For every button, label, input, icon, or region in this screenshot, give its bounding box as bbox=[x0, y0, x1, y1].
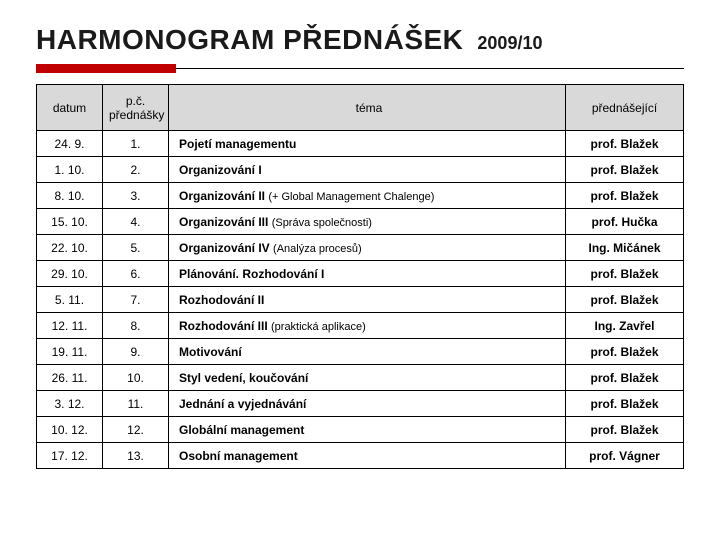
cell-date: 5. 11. bbox=[37, 287, 103, 313]
cell-num: 12. bbox=[103, 417, 169, 443]
cell-num: 6. bbox=[103, 261, 169, 287]
cell-lecturer: prof. Blažek bbox=[566, 183, 684, 209]
table-row: 24. 9.1. Pojetí managementu prof. Blažek bbox=[37, 131, 684, 157]
topic-note: (praktická aplikace) bbox=[271, 321, 366, 333]
cell-num: 4. bbox=[103, 209, 169, 235]
cell-topic: Jednání a vyjednávání bbox=[169, 391, 566, 417]
cell-num: 10. bbox=[103, 365, 169, 391]
cell-topic: Globální management bbox=[169, 417, 566, 443]
cell-date: 10. 12. bbox=[37, 417, 103, 443]
cell-lecturer: prof. Blažek bbox=[566, 391, 684, 417]
topic-main: Organizování III bbox=[179, 215, 272, 229]
cell-num: 7. bbox=[103, 287, 169, 313]
cell-num: 1. bbox=[103, 131, 169, 157]
topic-main: Rozhodování II bbox=[179, 293, 264, 307]
cell-date: 17. 12. bbox=[37, 443, 103, 469]
table-header-row: datum p.č. přednášky téma přednášející bbox=[37, 85, 684, 131]
table-body: 24. 9.1.Pojetí managementuprof. Blažek1.… bbox=[37, 131, 684, 469]
cell-num: 9. bbox=[103, 339, 169, 365]
cell-date: 3. 12. bbox=[37, 391, 103, 417]
cell-lecturer: Ing. Zavřel bbox=[566, 313, 684, 339]
cell-date: 19. 11. bbox=[37, 339, 103, 365]
topic-main: Styl vedení, koučování bbox=[179, 371, 308, 385]
table-row: 19. 11.9. Motivování prof. Blažek bbox=[37, 339, 684, 365]
cell-num: 8. bbox=[103, 313, 169, 339]
cell-lecturer: Ing. Mičánek bbox=[566, 235, 684, 261]
cell-date: 29. 10. bbox=[37, 261, 103, 287]
cell-topic: Osobní management bbox=[169, 443, 566, 469]
cell-topic: Rozhodování II bbox=[169, 287, 566, 313]
table-row: 12. 11.8.Rozhodování III (praktická apli… bbox=[37, 313, 684, 339]
cell-date: 8. 10. bbox=[37, 183, 103, 209]
cell-topic: Organizování II (+ Global Management Cha… bbox=[169, 183, 566, 209]
page-title-row: HARMONOGRAM PŘEDNÁŠEK 2009/10 bbox=[36, 24, 684, 56]
cell-lecturer: prof. Blažek bbox=[566, 365, 684, 391]
cell-lecturer: prof. Hučka bbox=[566, 209, 684, 235]
topic-note: (Analýza procesů) bbox=[273, 243, 362, 255]
cell-num: 2. bbox=[103, 157, 169, 183]
topic-main: Jednání a vyjednávání bbox=[179, 397, 306, 411]
topic-main: Pojetí managementu bbox=[179, 137, 296, 151]
table-row: 1. 10.2. Organizování I prof. Blažek bbox=[37, 157, 684, 183]
cell-topic: Organizování III (Správa společnosti) bbox=[169, 209, 566, 235]
page-year: 2009/10 bbox=[477, 33, 542, 54]
cell-lecturer: prof. Blažek bbox=[566, 287, 684, 313]
th-date: datum bbox=[37, 85, 103, 131]
cell-date: 24. 9. bbox=[37, 131, 103, 157]
cell-num: 13. bbox=[103, 443, 169, 469]
cell-topic: Organizování I bbox=[169, 157, 566, 183]
table-row: 10. 12.12. Globální management prof. Blaže… bbox=[37, 417, 684, 443]
cell-topic: Organizování IV (Analýza procesů) bbox=[169, 235, 566, 261]
cell-date: 1. 10. bbox=[37, 157, 103, 183]
cell-topic: Styl vedení, koučování bbox=[169, 365, 566, 391]
cell-num: 3. bbox=[103, 183, 169, 209]
topic-note: (Správa společnosti) bbox=[272, 217, 372, 229]
table-row: 15. 10.4.Organizování III (Správa společ… bbox=[37, 209, 684, 235]
cell-topic: Motivování bbox=[169, 339, 566, 365]
table-row: 5. 11.7. Rozhodování II prof. Blažek bbox=[37, 287, 684, 313]
table-row: 29. 10.6. Plánování. Rozhodování I prof. B… bbox=[37, 261, 684, 287]
th-topic: téma bbox=[169, 85, 566, 131]
table-row: 26. 11.10. Styl vedení, koučování prof. Bl… bbox=[37, 365, 684, 391]
cell-date: 26. 11. bbox=[37, 365, 103, 391]
topic-main: Globální management bbox=[179, 423, 304, 437]
th-num: p.č. přednášky bbox=[103, 85, 169, 131]
topic-main: Organizování I bbox=[179, 163, 262, 177]
table-row: 22. 10.5.Organizování IV (Analýza proces… bbox=[37, 235, 684, 261]
table-row: 3. 12.11. Jednání a vyjednávání prof. Blaž… bbox=[37, 391, 684, 417]
table-row: 8. 10.3.Organizování II (+ Global Manage… bbox=[37, 183, 684, 209]
th-lecturer: přednášející bbox=[566, 85, 684, 131]
topic-main: Organizování IV bbox=[179, 241, 273, 255]
topic-main: Organizování II bbox=[179, 189, 268, 203]
topic-main: Motivování bbox=[179, 345, 242, 359]
cell-num: 11. bbox=[103, 391, 169, 417]
cell-topic: Rozhodování III (praktická aplikace) bbox=[169, 313, 566, 339]
accent-red-block bbox=[36, 64, 176, 73]
cell-lecturer: prof. Blažek bbox=[566, 157, 684, 183]
topic-main: Osobní management bbox=[179, 449, 298, 463]
cell-topic: Plánování. Rozhodování I bbox=[169, 261, 566, 287]
topic-note: (+ Global Management Chalenge) bbox=[268, 191, 434, 203]
cell-lecturer: prof. Blažek bbox=[566, 261, 684, 287]
cell-lecturer: prof. Blažek bbox=[566, 131, 684, 157]
page-title: HARMONOGRAM PŘEDNÁŠEK bbox=[36, 24, 463, 56]
cell-num: 5. bbox=[103, 235, 169, 261]
topic-main: Rozhodování III bbox=[179, 319, 271, 333]
cell-lecturer: prof. Vágner bbox=[566, 443, 684, 469]
cell-topic: Pojetí managementu bbox=[169, 131, 566, 157]
accent-bar bbox=[36, 64, 684, 74]
cell-date: 15. 10. bbox=[37, 209, 103, 235]
cell-lecturer: prof. Blažek bbox=[566, 417, 684, 443]
table-row: 17. 12.13. Osobní management prof. Vágner bbox=[37, 443, 684, 469]
cell-date: 12. 11. bbox=[37, 313, 103, 339]
schedule-table: datum p.č. přednášky téma přednášející 2… bbox=[36, 84, 684, 469]
cell-lecturer: prof. Blažek bbox=[566, 339, 684, 365]
topic-main: Plánování. Rozhodování I bbox=[179, 267, 324, 281]
cell-date: 22. 10. bbox=[37, 235, 103, 261]
